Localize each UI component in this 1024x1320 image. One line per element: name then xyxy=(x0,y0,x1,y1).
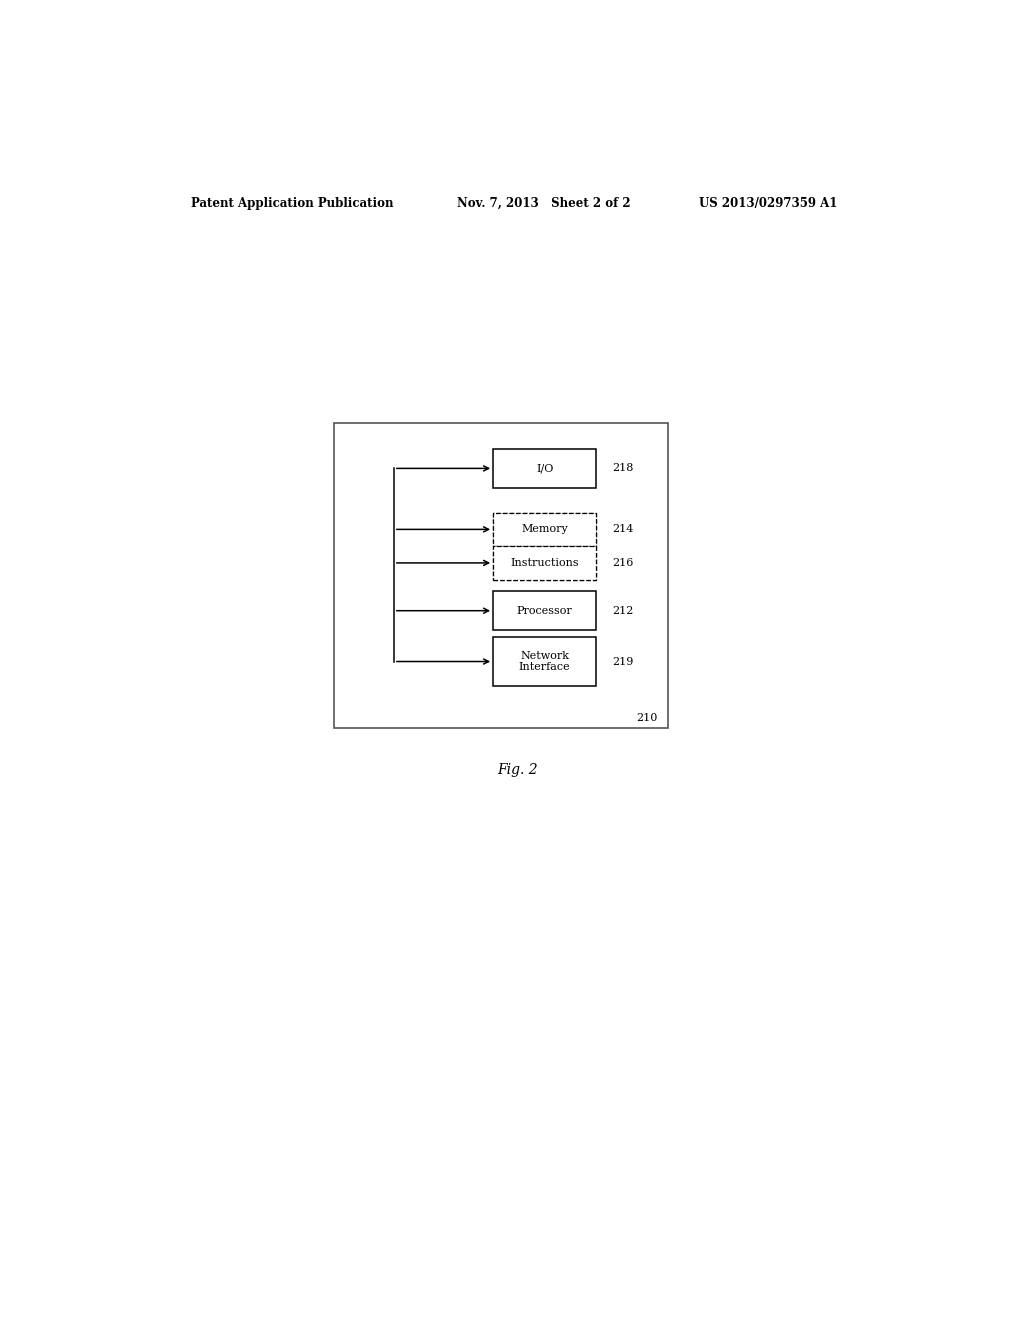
Bar xyxy=(334,422,668,727)
Text: US 2013/0297359 A1: US 2013/0297359 A1 xyxy=(699,197,838,210)
Text: 218: 218 xyxy=(612,463,634,474)
Text: 210: 210 xyxy=(637,713,658,722)
Bar xyxy=(494,638,596,686)
Text: Network
Interface: Network Interface xyxy=(519,651,570,672)
Text: 214: 214 xyxy=(612,524,634,535)
Text: Nov. 7, 2013   Sheet 2 of 2: Nov. 7, 2013 Sheet 2 of 2 xyxy=(458,197,631,210)
Bar xyxy=(494,512,596,546)
Text: Patent Application Publication: Patent Application Publication xyxy=(191,197,394,210)
Text: 219: 219 xyxy=(612,656,634,667)
Text: I/O: I/O xyxy=(536,463,553,474)
Text: Fig. 2: Fig. 2 xyxy=(498,763,538,777)
Text: 212: 212 xyxy=(612,606,634,615)
Bar xyxy=(494,546,596,579)
Bar xyxy=(494,512,596,579)
Text: Processor: Processor xyxy=(517,606,572,615)
Text: 216: 216 xyxy=(612,558,634,568)
Bar xyxy=(494,591,596,630)
Text: Instructions: Instructions xyxy=(510,558,579,568)
Text: Memory: Memory xyxy=(521,524,568,535)
Bar xyxy=(494,449,596,487)
